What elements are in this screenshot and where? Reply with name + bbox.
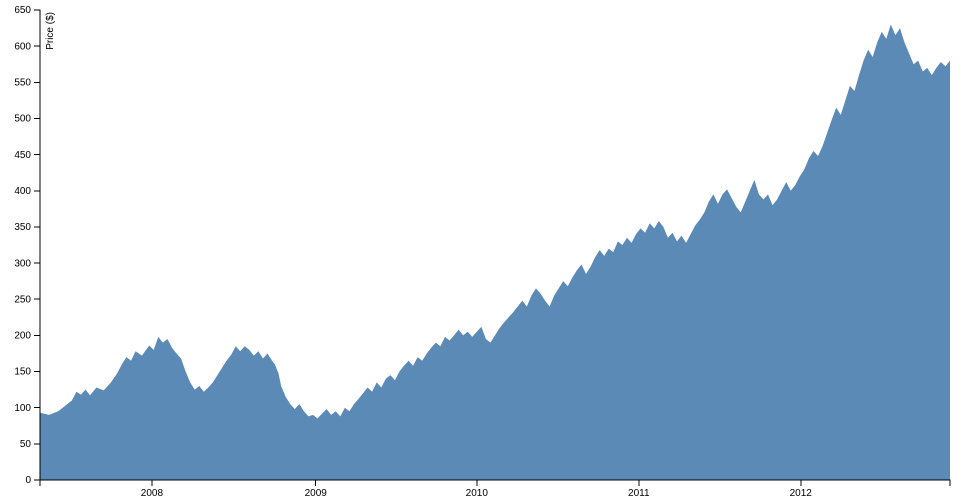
price-area (40, 24, 950, 480)
y-tick-label: 450 (14, 150, 31, 161)
y-axis-label: Price ($) (45, 12, 56, 50)
x-tick-label: 2010 (466, 488, 489, 499)
x-tick-label: 2011 (628, 488, 650, 499)
y-tick-label: 500 (14, 114, 31, 125)
y-tick-label: 50 (20, 439, 32, 450)
y-tick-label: 300 (14, 258, 31, 269)
y-tick-label: 200 (14, 331, 31, 342)
y-tick-label: 650 (14, 5, 31, 16)
y-tick-label: 250 (14, 294, 31, 305)
y-axis: 0 50 100 150 200 250 300 350 400 450 500 550 600 650 P… (14, 5, 56, 486)
x-tick-label: 2009 (305, 488, 328, 499)
x-axis: 2008 2009 2010 2011 2012 (40, 480, 950, 499)
x-tick-label: 2012 (790, 488, 813, 499)
y-tick-label: 400 (14, 186, 31, 197)
y-tick-label: 600 (14, 41, 31, 52)
y-tick-label: 350 (14, 222, 31, 233)
y-tick-label: 100 (14, 403, 31, 414)
price-area-chart: 2008 2009 2010 2011 2012 0 50 100 150 200 250 300 35… (0, 0, 960, 500)
y-tick-label: 150 (14, 367, 31, 378)
x-tick-label: 2008 (141, 488, 164, 499)
y-tick-label: 0 (25, 475, 31, 486)
y-tick-label: 550 (14, 78, 31, 89)
